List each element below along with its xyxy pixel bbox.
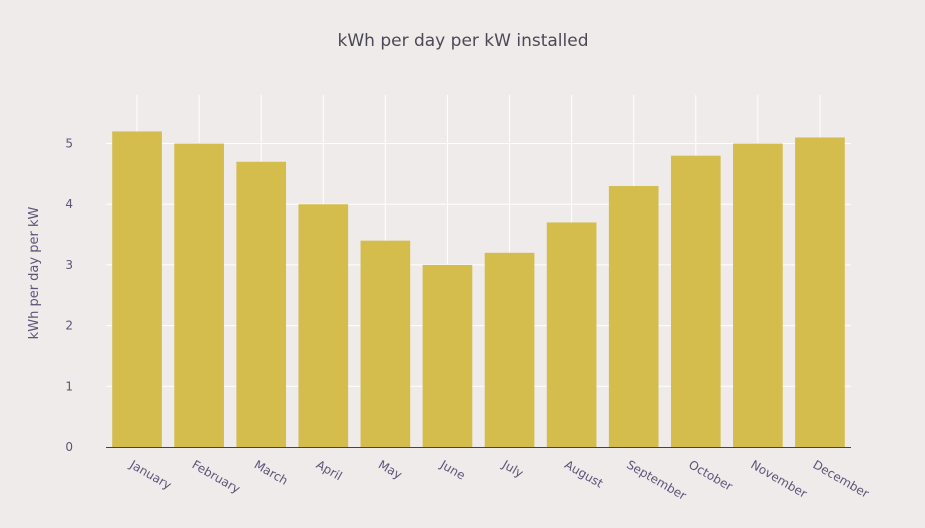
x-tick-label: April	[314, 457, 345, 483]
x-axis-ticks: January February March April May June July Augu…	[127, 457, 872, 503]
x-tick-label: June	[437, 457, 468, 483]
y-axis-ticks: 0 1 2 3 4 5	[65, 137, 73, 454]
x-tick-label: December	[810, 457, 871, 500]
bar-october	[670, 155, 721, 448]
bar-september	[608, 186, 659, 447]
x-tick-label: November	[748, 457, 809, 500]
x-tick-label: May	[376, 457, 404, 482]
x-tick-label: August	[562, 457, 606, 490]
x-tick-label: October	[686, 457, 735, 493]
x-tick-label: March	[252, 457, 291, 487]
bar-may	[360, 240, 411, 447]
y-axis-label: kWh per day per kW	[27, 207, 42, 340]
x-tick-label: September	[624, 457, 688, 502]
bar-march	[236, 161, 287, 448]
bar-december	[795, 137, 845, 447]
bar-july	[484, 252, 535, 447]
y-tick-label: 0	[65, 440, 73, 454]
bar-april	[298, 204, 349, 447]
bar-august	[546, 222, 597, 447]
chart-title: kWh per day per kW installed	[338, 31, 589, 51]
y-tick-label: 2	[65, 319, 73, 333]
bars	[112, 131, 845, 448]
x-tick-label: February	[190, 457, 243, 496]
x-tick-label: July	[499, 457, 526, 480]
x-tick-label: January	[127, 457, 174, 492]
bar-january	[112, 131, 162, 447]
y-tick-label: 5	[65, 137, 73, 151]
y-tick-label: 4	[65, 197, 73, 211]
bar-february	[174, 143, 224, 447]
bar-november	[733, 143, 783, 447]
y-tick-label: 1	[65, 379, 73, 393]
y-tick-label: 3	[65, 258, 73, 272]
bar-june	[422, 264, 473, 447]
